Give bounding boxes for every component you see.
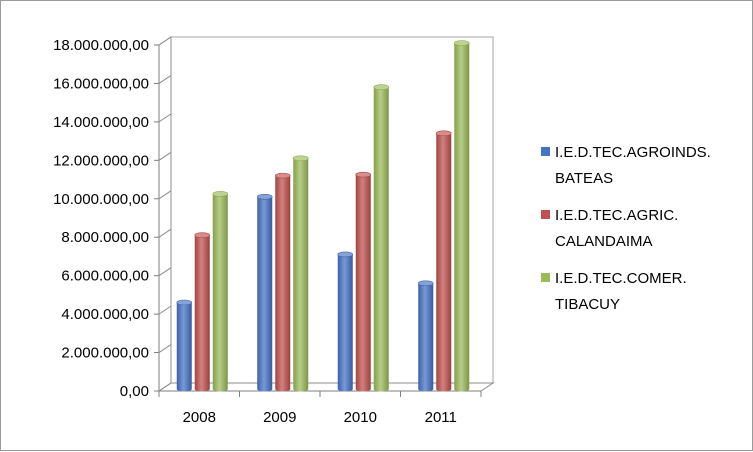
y-axis-ticks: 0,00 2.000.000,00 4.000.000,00 6.000.000,00… (53, 36, 172, 400)
x-axis-ticks: 2008 2009 2010 2011 (158, 391, 482, 426)
bar-body (212, 193, 228, 392)
bar-top (453, 40, 470, 46)
bar-body (275, 175, 291, 392)
y-tick-diagonal (158, 151, 172, 161)
y-tick-label: 8.000.000,00 (61, 229, 149, 246)
bar-top (435, 130, 452, 137)
bar-top (337, 251, 354, 258)
bar (337, 251, 354, 392)
bar-body (293, 158, 309, 392)
x-tick-label: 2009 (263, 409, 296, 426)
bar (274, 172, 291, 392)
y-tick-diagonal (158, 113, 172, 123)
y-tick-diagonal (158, 344, 172, 353)
y-tick-label: 2.000.000,00 (61, 345, 149, 362)
y-tick-label: 12.000.000,00 (53, 152, 149, 169)
bar-body (337, 254, 353, 392)
bar-body (373, 87, 389, 392)
bar (292, 155, 309, 392)
bar-top (212, 191, 229, 197)
bar-top (176, 299, 193, 306)
legend-item: I.E.D.TEC.AGROINDS. BATEAS (541, 144, 711, 187)
legend-label: I.E.D.TEC.AGRIC. (555, 207, 678, 224)
bar-top (194, 232, 211, 239)
bar (453, 40, 470, 392)
x-tick-label: 2011 (425, 409, 457, 426)
bar-series (176, 40, 470, 392)
y-tick-label: 4.000.000,00 (61, 306, 149, 323)
y-tick-diagonal (158, 75, 172, 84)
y-tick-label: 0,00 (120, 383, 149, 400)
legend-label: I.E.D.TEC.AGROINDS. (555, 144, 711, 161)
legend-swatch (541, 273, 550, 282)
bar-body (257, 196, 273, 392)
bar (212, 191, 229, 392)
legend-swatch (541, 210, 550, 219)
side-wall (158, 36, 172, 392)
y-tick-label: 10.000.000,00 (53, 191, 149, 208)
bar-top (417, 280, 434, 287)
legend-label: BATEAS (555, 170, 613, 187)
y-tick-label: 18.000.000,00 (53, 37, 149, 54)
bar (417, 280, 434, 392)
y-tick-diagonal (158, 190, 172, 200)
legend-item: I.E.D.TEC.COMER. TIBACUY (541, 270, 687, 313)
bar-top (256, 193, 273, 200)
bar-top (292, 155, 309, 162)
bar (194, 232, 211, 392)
bar-top (274, 172, 291, 179)
bar (256, 193, 273, 392)
legend-label: CALANDAIMA (555, 233, 653, 250)
bar-body (436, 133, 452, 392)
y-tick-diagonal (158, 382, 172, 392)
bar (176, 299, 193, 392)
bar (373, 84, 390, 392)
bar-body (194, 235, 210, 392)
bar (435, 130, 452, 392)
bar-body (454, 43, 470, 392)
y-tick-diagonal (158, 36, 172, 46)
bar-top (355, 171, 372, 178)
y-tick-label: 16.000.000,00 (53, 75, 149, 92)
legend: I.E.D.TEC.AGROINDS. BATEAS I.E.D.TEC.AGRIC… (541, 144, 711, 313)
legend-swatch (541, 147, 550, 156)
bar (355, 171, 372, 392)
bar-body (176, 302, 192, 392)
y-tick-label: 14.000.000,00 (53, 114, 149, 131)
legend-label: I.E.D.TEC.COMER. (555, 270, 687, 287)
y-tick-diagonal (158, 267, 172, 277)
legend-item: I.E.D.TEC.AGRIC. CALANDAIMA (541, 207, 678, 250)
x-tick-label: 2010 (344, 409, 377, 426)
bar-top (373, 84, 390, 91)
y-tick-diagonal (158, 305, 172, 315)
bar-body (355, 174, 371, 392)
bar-body (418, 283, 434, 392)
x-tick-label: 2008 (183, 409, 216, 426)
y-tick-label: 6.000.000,00 (61, 268, 149, 285)
legend-label: TIBACUY (555, 296, 620, 313)
y-tick-diagonal (158, 228, 172, 238)
